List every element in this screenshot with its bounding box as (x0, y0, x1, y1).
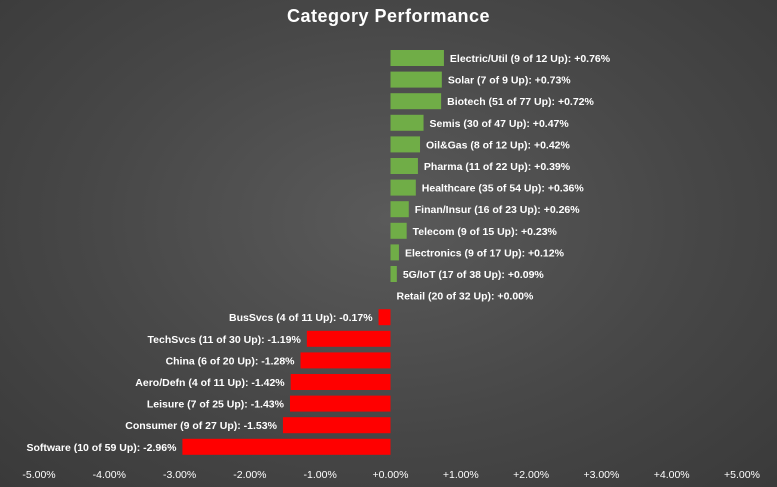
bar-label: Software (10 of 59 Up): -2.96% (26, 442, 177, 454)
bar-label: BusSvcs (4 of 11 Up): -0.17% (229, 312, 373, 324)
bar (390, 114, 424, 131)
x-tick-label: +2.00% (513, 469, 549, 481)
x-tick-label: +1.00% (443, 469, 479, 481)
x-tick-label: -2.00% (233, 469, 266, 481)
bar-label: 5G/IoT (17 of 38 Up): +0.09% (403, 269, 545, 281)
x-tick-label: -5.00% (22, 469, 55, 481)
x-tick-label: -3.00% (163, 469, 196, 481)
bar-label: Electric/Util (9 of 12 Up): +0.76% (450, 53, 611, 65)
x-tick-label: -1.00% (304, 469, 337, 481)
bar-label: Semis (30 of 47 Up): +0.47% (430, 118, 570, 130)
bar (390, 71, 442, 88)
x-tick-label: +0.00% (373, 469, 409, 481)
bar (390, 179, 416, 196)
bar-label: Electronics (9 of 17 Up): +0.12% (405, 247, 565, 259)
bar (282, 417, 391, 434)
chart-title: Category Performance (286, 6, 491, 26)
bar-label: China (6 of 20 Up): -1.28% (166, 355, 296, 367)
bar-label: Retail (20 of 32 Up): +0.00% (397, 291, 535, 303)
bar-label: Oil&Gas (8 of 12 Up): +0.42% (426, 139, 571, 151)
bar (378, 309, 391, 326)
bar-label: Telecom (9 of 15 Up): +0.23% (413, 226, 558, 238)
bar (390, 93, 442, 110)
bar (300, 352, 391, 369)
bar (390, 201, 409, 218)
bar-label: Consumer (9 of 27 Up): -1.53% (125, 420, 277, 432)
x-tick-label: +3.00% (583, 469, 619, 481)
bar (306, 330, 391, 347)
bar-label: TechSvcs (11 of 30 Up): -1.19% (148, 334, 302, 346)
bar (390, 136, 421, 153)
bar (390, 222, 407, 239)
bar (390, 158, 418, 174)
bar (390, 244, 399, 261)
bar-label: Pharma (11 of 22 Up): +0.39% (424, 161, 571, 173)
x-tick-label: +5.00% (724, 469, 760, 481)
bar (289, 395, 391, 412)
bar-label: Leisure (7 of 25 Up): -1.43% (147, 399, 285, 411)
x-tick-label: -4.00% (93, 469, 126, 481)
bar-label: Finan/Insur (16 of 23 Up): +0.26% (415, 204, 580, 216)
x-tick-label: +4.00% (654, 469, 690, 481)
bar (390, 50, 444, 66)
bar-label: Healthcare (35 of 54 Up): +0.36% (422, 183, 585, 195)
bar-label: Solar (7 of 9 Up): +0.73% (448, 75, 571, 87)
bar (390, 266, 397, 282)
bar-label: Aero/Defn (4 of 11 Up): -1.42% (135, 377, 285, 389)
bar-label: Biotech (51 of 77 Up): +0.72% (447, 96, 594, 108)
bar (290, 374, 391, 390)
bar (182, 438, 391, 455)
